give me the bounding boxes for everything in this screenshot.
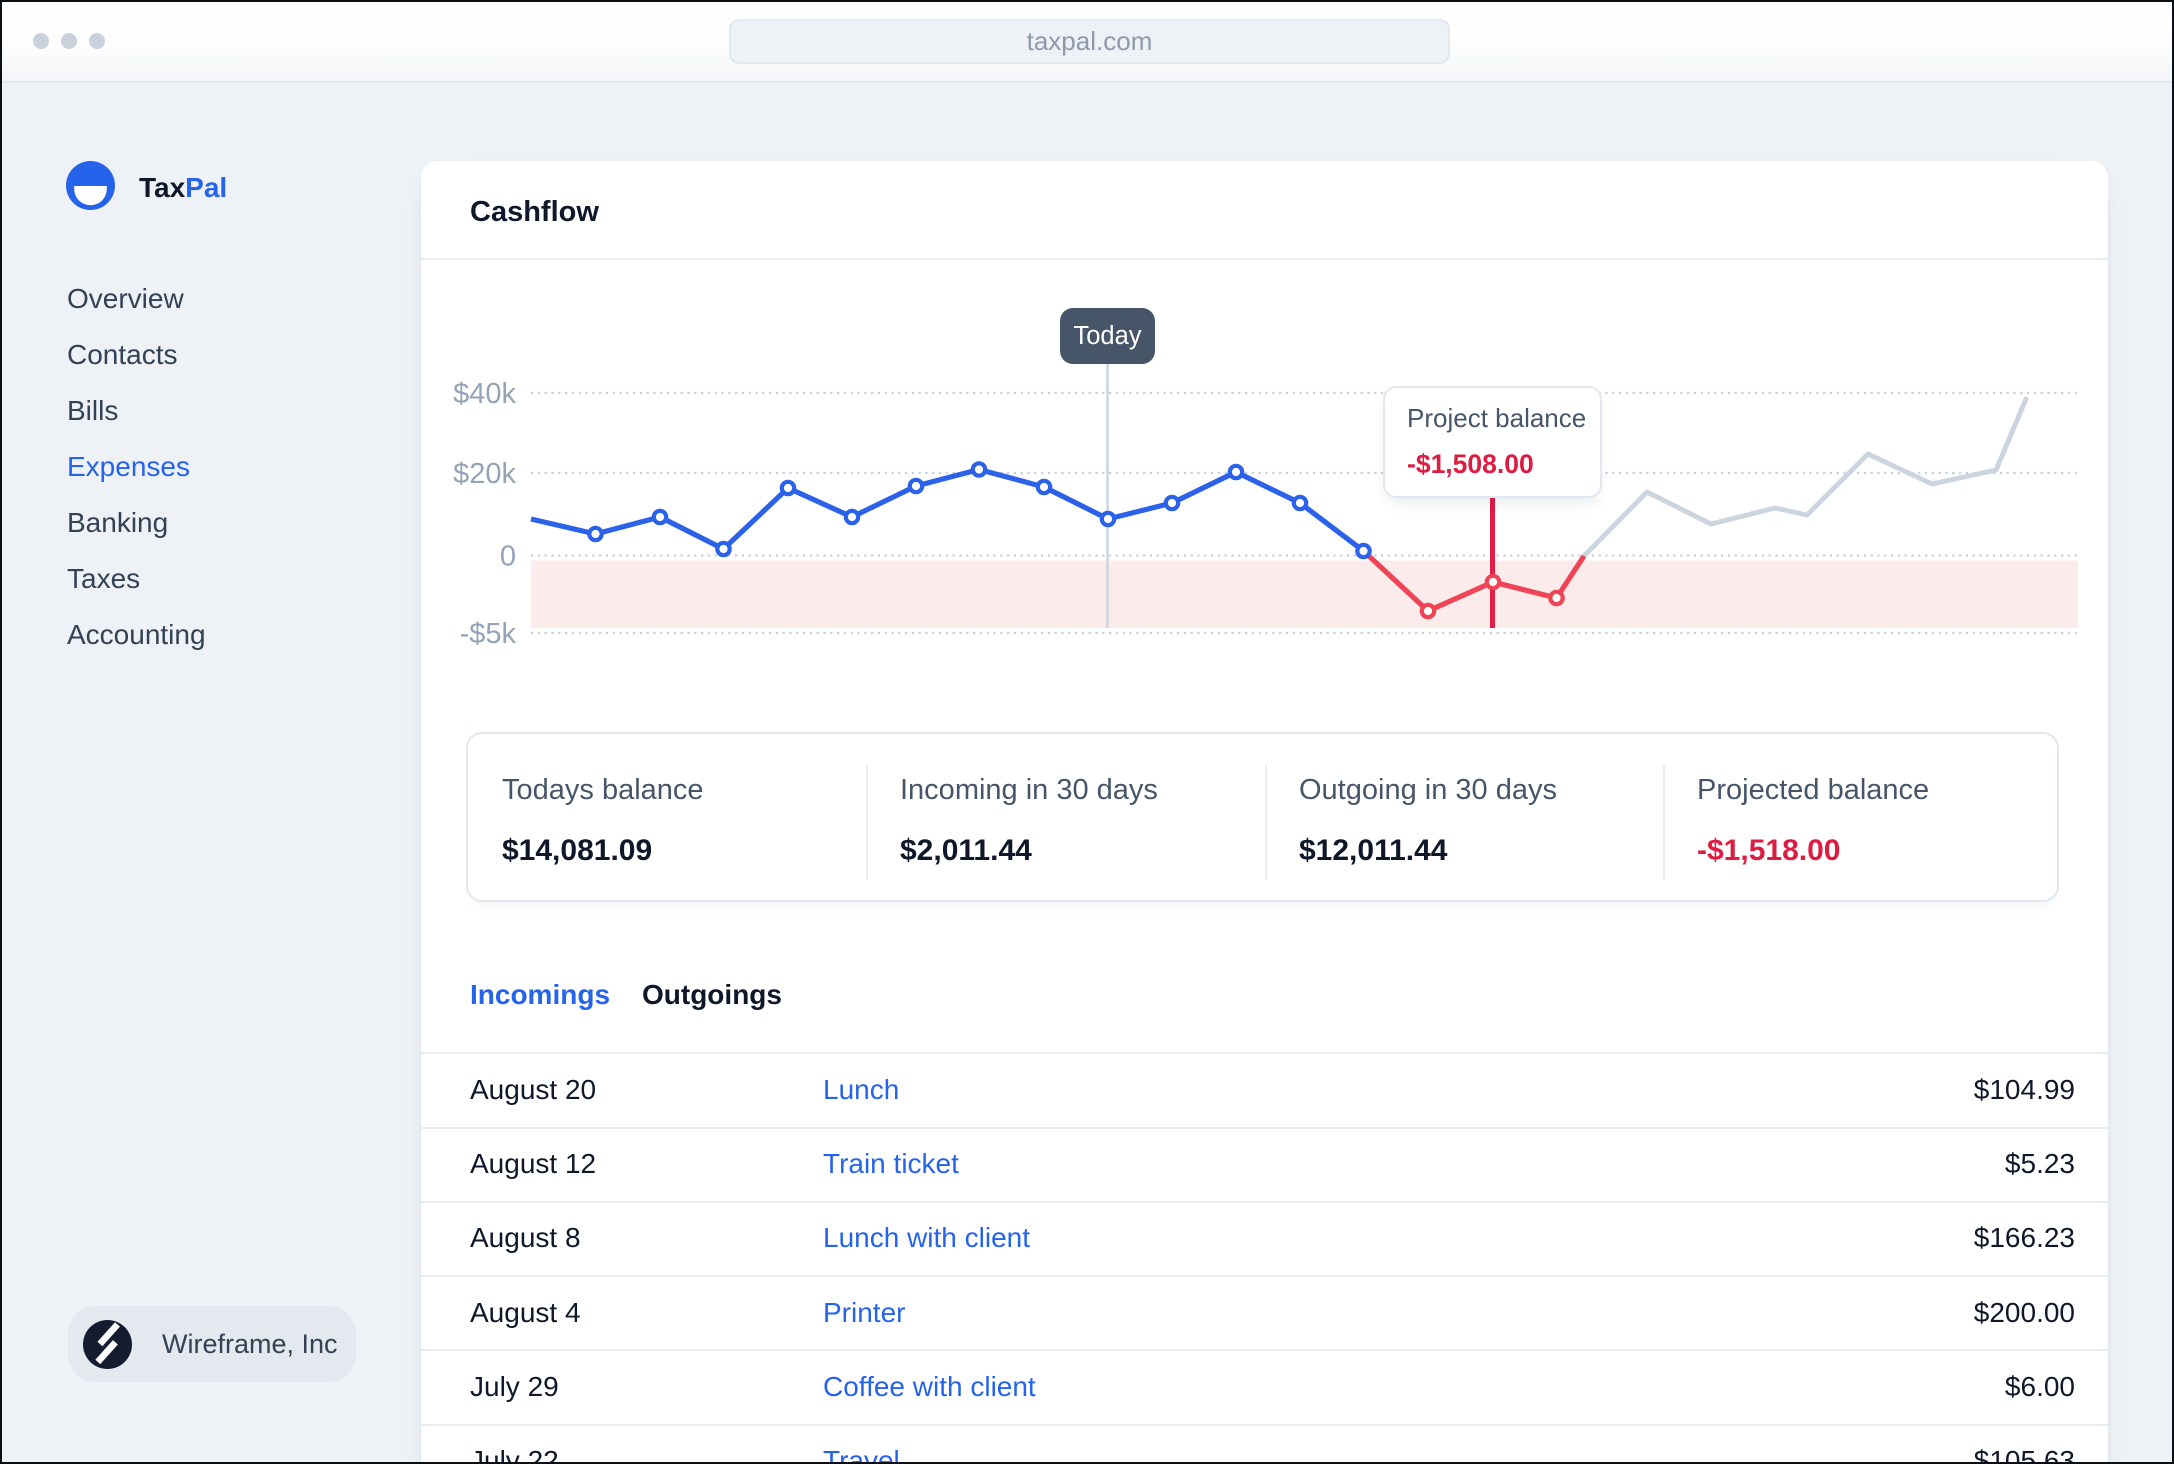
svg-text:$40k: $40k	[453, 378, 516, 410]
svg-text:0: 0	[500, 541, 516, 573]
svg-text:-$5k: -$5k	[460, 618, 517, 650]
svg-text:$20k: $20k	[453, 458, 516, 490]
